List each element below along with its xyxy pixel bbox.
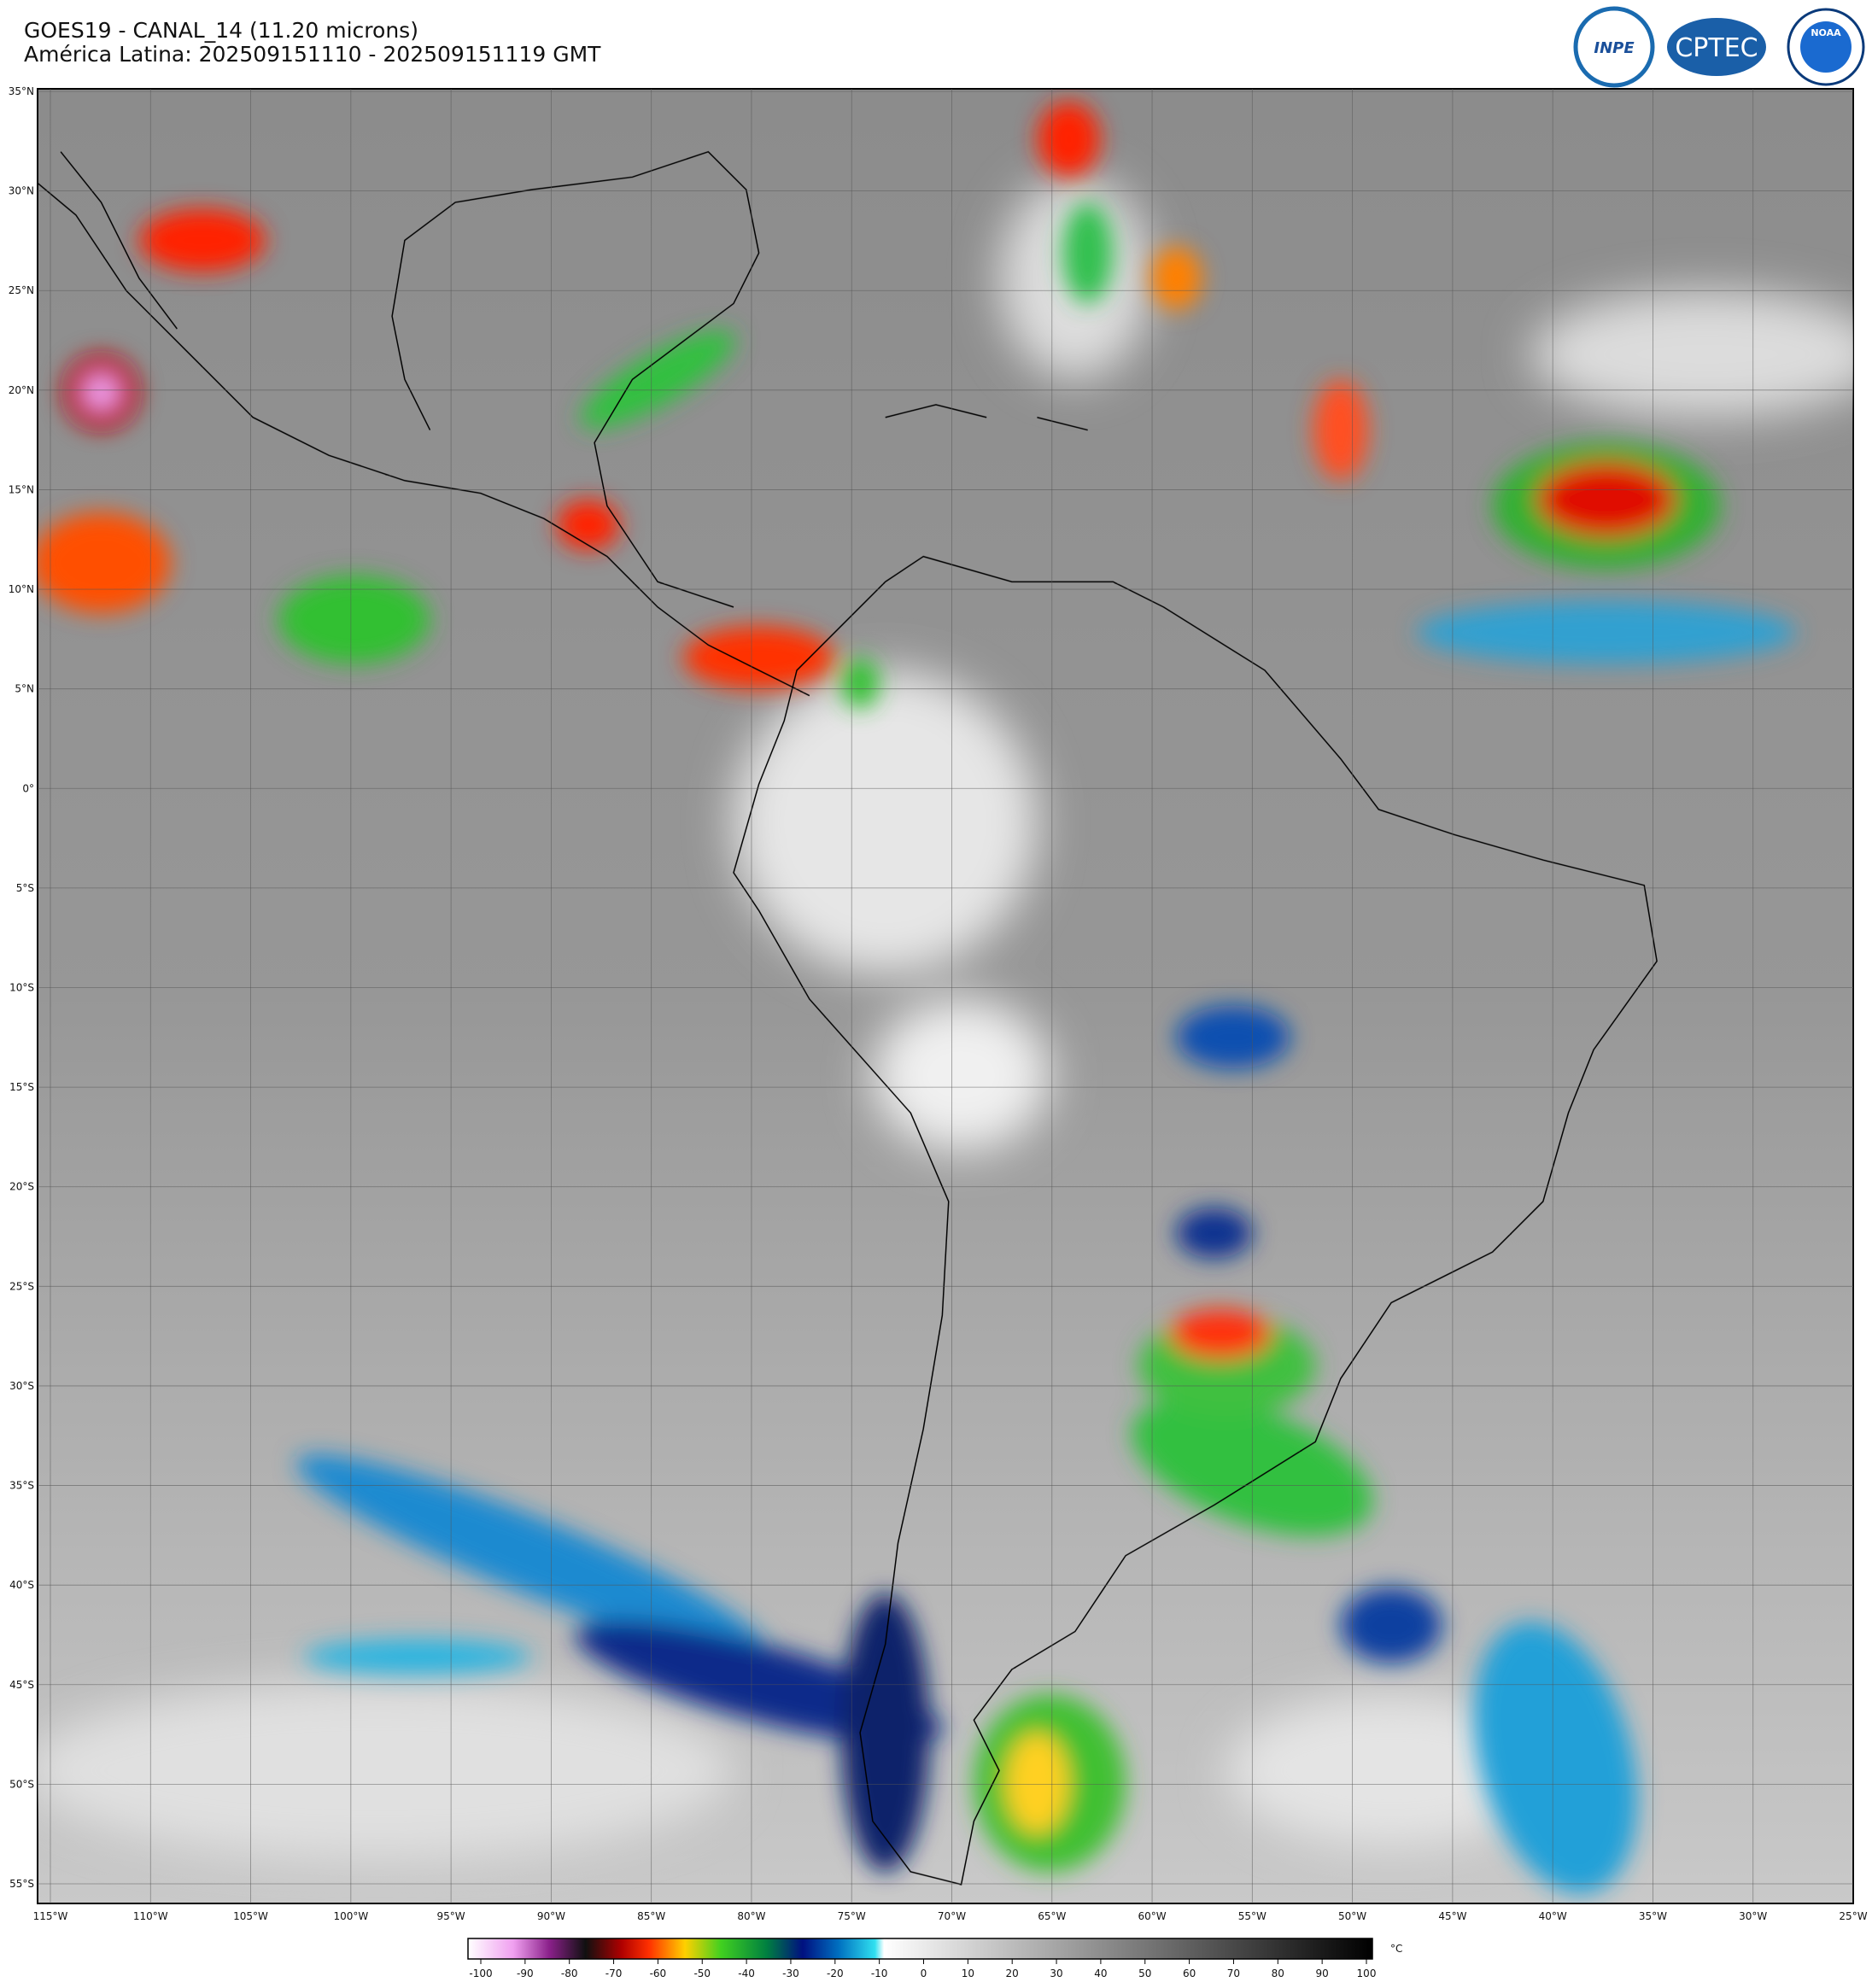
lon-label: 85°W bbox=[637, 1910, 665, 1922]
colorbar-unit: °C bbox=[1390, 1943, 1402, 1955]
colorbar-label: 80 bbox=[1272, 1968, 1284, 1979]
graticule bbox=[38, 89, 1853, 1903]
colorbar-label: 100 bbox=[1357, 1968, 1377, 1979]
lat-label: 10°N bbox=[9, 583, 34, 595]
colorbar-label: 70 bbox=[1227, 1968, 1240, 1979]
colorbar bbox=[467, 1938, 1373, 1960]
inpe-logo bbox=[1573, 6, 1655, 88]
colorbar-label: -30 bbox=[782, 1968, 799, 1979]
lon-label: 115°W bbox=[33, 1910, 68, 1922]
lat-label: 50°S bbox=[9, 1778, 34, 1790]
lat-label: 35°N bbox=[9, 85, 34, 97]
lon-label: 110°W bbox=[133, 1910, 168, 1922]
colorbar-label: 30 bbox=[1050, 1968, 1062, 1979]
lon-label: 75°W bbox=[838, 1910, 866, 1922]
lon-label: 60°W bbox=[1138, 1910, 1166, 1922]
colorbar-label: -40 bbox=[738, 1968, 755, 1979]
lon-label: 40°W bbox=[1539, 1910, 1567, 1922]
coastlines bbox=[38, 150, 1658, 1886]
lon-label: 80°W bbox=[737, 1910, 765, 1922]
lon-label: 105°W bbox=[233, 1910, 268, 1922]
colorbar-label: 10 bbox=[962, 1968, 974, 1979]
lat-label: 55°S bbox=[9, 1878, 34, 1890]
colorbar-label: -10 bbox=[871, 1968, 888, 1979]
logo-text: INPE bbox=[1594, 39, 1635, 57]
lon-label: 70°W bbox=[938, 1910, 966, 1922]
colorbar-label: 60 bbox=[1183, 1968, 1196, 1979]
title: GOES19 - CANAL_14 (11.20 microns) bbox=[24, 18, 418, 43]
logo-text: CPTEC bbox=[1675, 33, 1758, 63]
lon-label: 90°W bbox=[537, 1910, 565, 1922]
colorbar-label: -20 bbox=[827, 1968, 844, 1979]
lat-label: 20°S bbox=[9, 1181, 34, 1193]
lat-label: 30°S bbox=[9, 1380, 34, 1392]
colorbar-label: -90 bbox=[517, 1968, 534, 1979]
colorbar-label: 50 bbox=[1138, 1968, 1151, 1979]
lat-label: 5°S bbox=[16, 882, 34, 894]
imagery bbox=[38, 89, 1853, 1903]
lat-label: 45°S bbox=[9, 1679, 34, 1691]
lon-label: 30°W bbox=[1739, 1910, 1767, 1922]
lat-label: 5°N bbox=[15, 683, 34, 695]
lat-label: 0° bbox=[22, 782, 34, 794]
cptec-logo bbox=[1667, 18, 1766, 76]
cloud-white bbox=[38, 177, 1853, 1860]
logo-text: NOAA bbox=[1811, 27, 1841, 38]
axes: 35°N 30°N 25°N 20°N 15°N 10°N 5°N 0° 5°S 10°S 15°S… bbox=[9, 85, 1868, 1922]
noaa-inner bbox=[1800, 21, 1852, 73]
lat-label: 20°N bbox=[9, 384, 34, 396]
colorbar-label: 90 bbox=[1316, 1968, 1329, 1979]
lon-label: 45°W bbox=[1438, 1910, 1466, 1922]
colorbar-label: 20 bbox=[1006, 1968, 1019, 1979]
lon-label: 25°W bbox=[1839, 1910, 1867, 1922]
lat-label: 35°S bbox=[9, 1480, 34, 1492]
colorbar-ticks: -100 -90 -80 -70 -60 -50 -40 -30 -20 -10 0 10 20 30 40… bbox=[469, 1959, 1376, 1979]
colorbar-label: -50 bbox=[693, 1968, 711, 1979]
colorbar-label: -70 bbox=[605, 1968, 623, 1979]
map-frame bbox=[37, 88, 1854, 1904]
colorbar-label: -60 bbox=[650, 1968, 667, 1979]
lat-label: 15°N bbox=[9, 483, 34, 495]
colorbar-label: -100 bbox=[469, 1968, 492, 1979]
lon-label: 55°W bbox=[1238, 1910, 1267, 1922]
lon-label: 100°W bbox=[333, 1910, 368, 1922]
colorbar-label: 0 bbox=[921, 1968, 927, 1979]
colorbar-label: -80 bbox=[561, 1968, 578, 1979]
lat-label: 40°S bbox=[9, 1579, 34, 1591]
subtitle: América Latina: 202509151110 - 202509151… bbox=[24, 42, 601, 67]
lat-label: 10°S bbox=[9, 982, 34, 994]
lon-label: 50°W bbox=[1338, 1910, 1366, 1922]
lat-label: 25°S bbox=[9, 1280, 34, 1292]
lon-label: 35°W bbox=[1639, 1910, 1667, 1922]
lon-label: 65°W bbox=[1038, 1910, 1066, 1922]
logos: INPE CPTEC NOAA bbox=[1573, 6, 1865, 88]
cloud-cold bbox=[38, 101, 1797, 1894]
colorbar-label: 40 bbox=[1094, 1968, 1107, 1979]
lat-label: 30°N bbox=[9, 185, 34, 197]
lon-label: 95°W bbox=[437, 1910, 465, 1922]
lat-label: 25°N bbox=[9, 284, 34, 296]
lat-label: 15°S bbox=[9, 1081, 34, 1093]
